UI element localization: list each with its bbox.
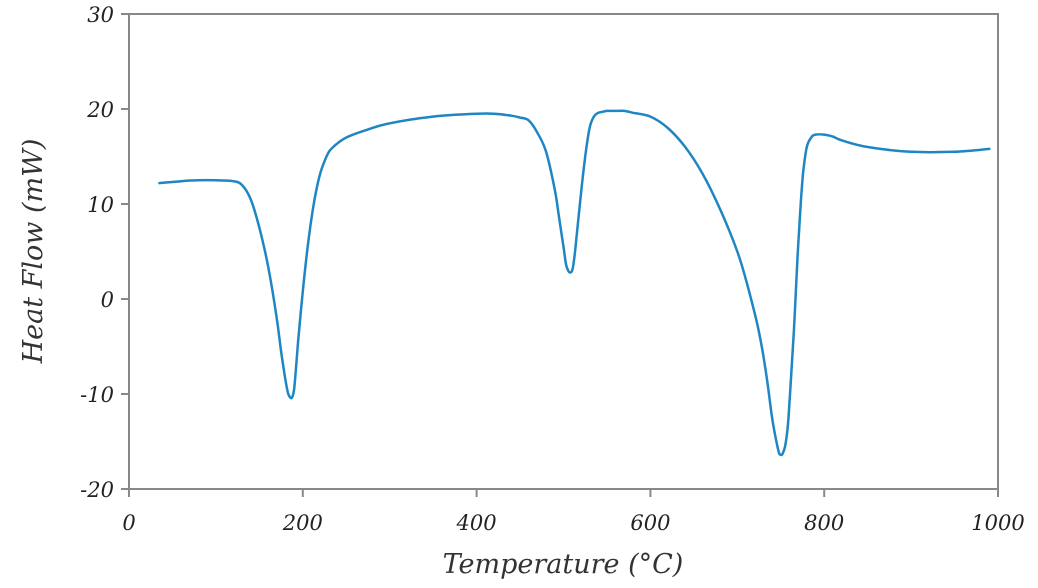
x-tick-label: 400 — [456, 511, 497, 535]
x-tick-label: 800 — [804, 511, 844, 535]
y-axis-ticks: -20 -10 0 10 20 30 — [80, 3, 129, 502]
y-tick-label: 0 — [101, 288, 114, 312]
x-tick-label: 600 — [630, 511, 670, 535]
y-axis-label: Heat Flow (mW) — [18, 139, 49, 365]
x-axis-ticks: 0 200 400 600 800 1000 — [122, 489, 1025, 535]
heat-flow-series-line — [158, 109, 991, 457]
series-group — [158, 109, 991, 457]
y-tick-label: -10 — [80, 383, 114, 407]
x-tick-label: 0 — [122, 511, 135, 535]
x-tick-label: 1000 — [971, 511, 1024, 535]
x-tick-label: 200 — [282, 511, 323, 535]
y-tick-label: -20 — [80, 478, 114, 502]
plot-area-frame — [128, 13, 999, 490]
x-axis-label: Temperature (°C) — [443, 549, 684, 580]
y-tick-label: 20 — [86, 98, 114, 122]
y-tick-label: 10 — [87, 193, 114, 217]
y-tick-label: 30 — [87, 3, 114, 27]
